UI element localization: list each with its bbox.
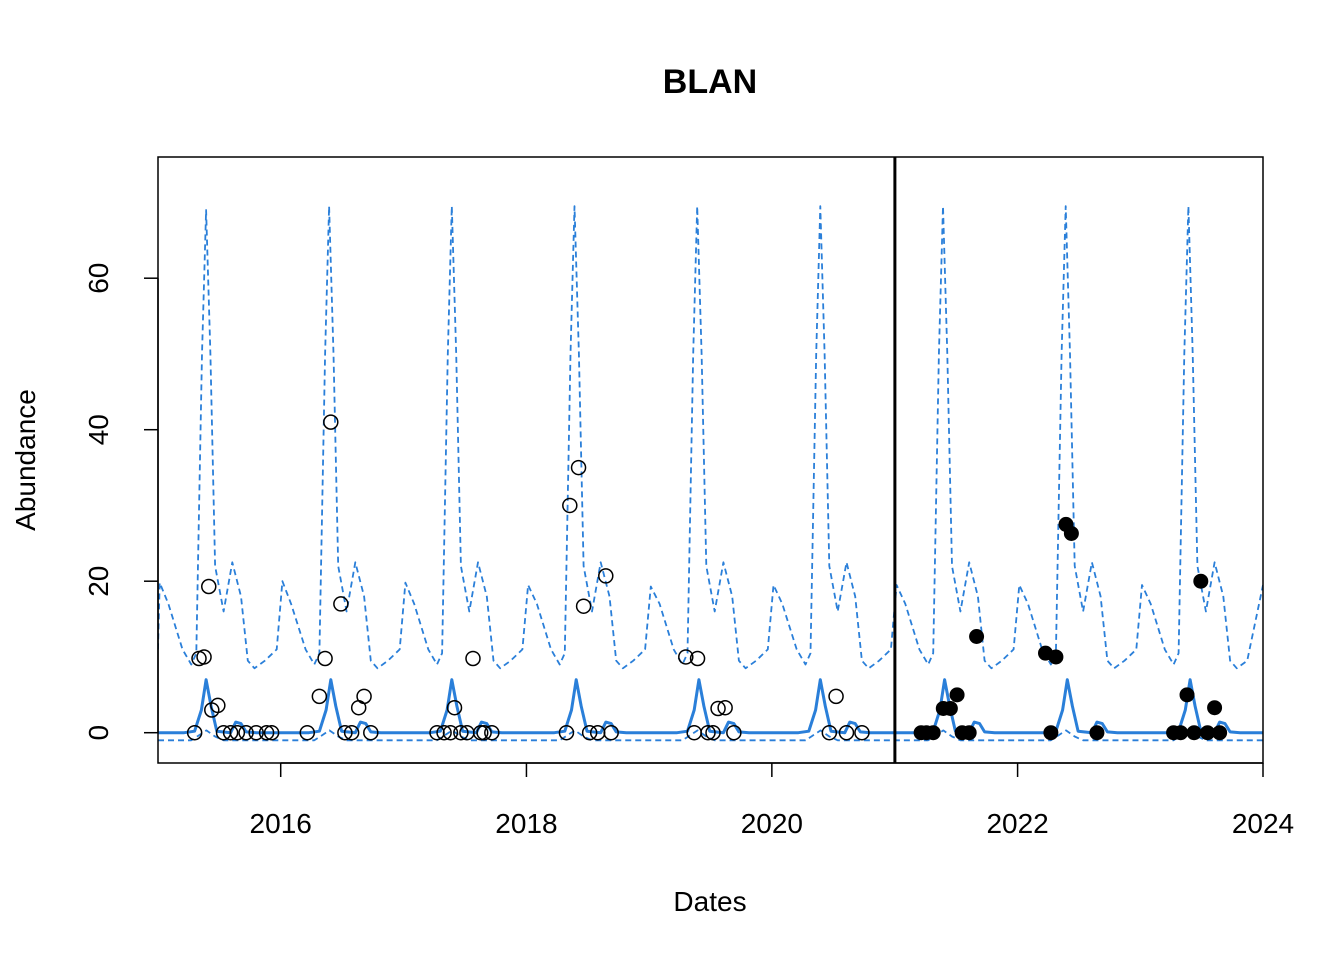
x-axis-label: Dates (673, 886, 746, 917)
forecast-period-point (1063, 525, 1079, 541)
y-tick-label: 20 (83, 566, 114, 597)
x-tick-label: 2016 (250, 808, 312, 839)
observed-point (186, 724, 203, 741)
series-line-3 (158, 205, 1263, 670)
observed-point (337, 724, 353, 741)
observed-point (678, 649, 694, 665)
observed-point (317, 650, 333, 667)
forecast-period-point (1048, 649, 1064, 665)
observed-point (210, 697, 226, 714)
observed-point (201, 578, 217, 595)
observed-point (311, 688, 328, 705)
observed-point (717, 699, 733, 716)
observed-point (263, 724, 280, 741)
observed-point (333, 596, 349, 612)
series-lines (158, 205, 1263, 742)
forecast-period-point (1089, 725, 1105, 741)
observed-point (299, 724, 316, 741)
forecast-period-point (1193, 573, 1209, 589)
y-tick-label: 40 (83, 414, 114, 445)
forecast-period-point (942, 700, 958, 716)
y-axis-label: Abundance (10, 389, 41, 531)
observed-point (828, 688, 844, 705)
y-tick-label: 60 (83, 263, 114, 294)
forecast-period-point (1186, 725, 1202, 741)
observed-point (854, 724, 870, 741)
observed-point (356, 688, 372, 705)
x-tick-label: 2022 (986, 808, 1048, 839)
observed-point (446, 699, 463, 716)
observed-point (562, 497, 578, 514)
observed-point (570, 459, 587, 476)
observed-point (603, 724, 619, 741)
observed-point (436, 724, 452, 741)
forecast-period-point (961, 725, 977, 741)
series-line-1 (158, 678, 1263, 735)
forecast-period-point (1173, 725, 1189, 741)
observed-point (705, 724, 721, 741)
x-tick-label: 2024 (1232, 808, 1294, 839)
observed-point (838, 724, 855, 741)
observed-point (710, 700, 726, 717)
observed-point (465, 650, 481, 667)
observed-point (363, 724, 379, 741)
chart-title: BLAN (663, 63, 757, 101)
y-tick-label: 0 (83, 725, 114, 741)
observed-point (726, 724, 742, 741)
observed-point (689, 650, 706, 667)
y-axis: 0 20 40 60 (83, 263, 159, 741)
forecast-period-point (1179, 687, 1195, 703)
observed-point (476, 724, 492, 741)
observed-point (598, 568, 614, 584)
x-axis: 2016 2018 2020 2022 2024 (250, 762, 1294, 839)
observed-point (229, 724, 246, 741)
observed-point (248, 724, 264, 741)
observed-point (258, 724, 275, 741)
series-line-2 (158, 729, 1263, 742)
x-tick-label: 2020 (741, 808, 803, 839)
forecast-period-point (1207, 700, 1223, 716)
forecast-period-point (1212, 725, 1228, 741)
observed-point (821, 724, 838, 741)
observed-point (575, 598, 592, 614)
forecast-period-point (949, 687, 965, 703)
observed-point (484, 724, 500, 741)
observed-point (238, 724, 254, 741)
observed-point (343, 724, 360, 741)
x-tick-label: 2018 (495, 808, 557, 839)
forecast-period-point (1043, 725, 1059, 741)
data-points (186, 414, 1228, 741)
forecast-period-point (925, 725, 941, 741)
forecast-period-point (969, 628, 985, 644)
observed-point (581, 724, 598, 741)
observed-point (442, 724, 459, 741)
observed-point (700, 724, 716, 741)
observed-point (196, 649, 212, 665)
observed-point (453, 724, 469, 741)
observed-point (558, 724, 575, 741)
observed-point (222, 724, 239, 741)
observed-point (472, 724, 489, 741)
observed-point (323, 414, 339, 430)
